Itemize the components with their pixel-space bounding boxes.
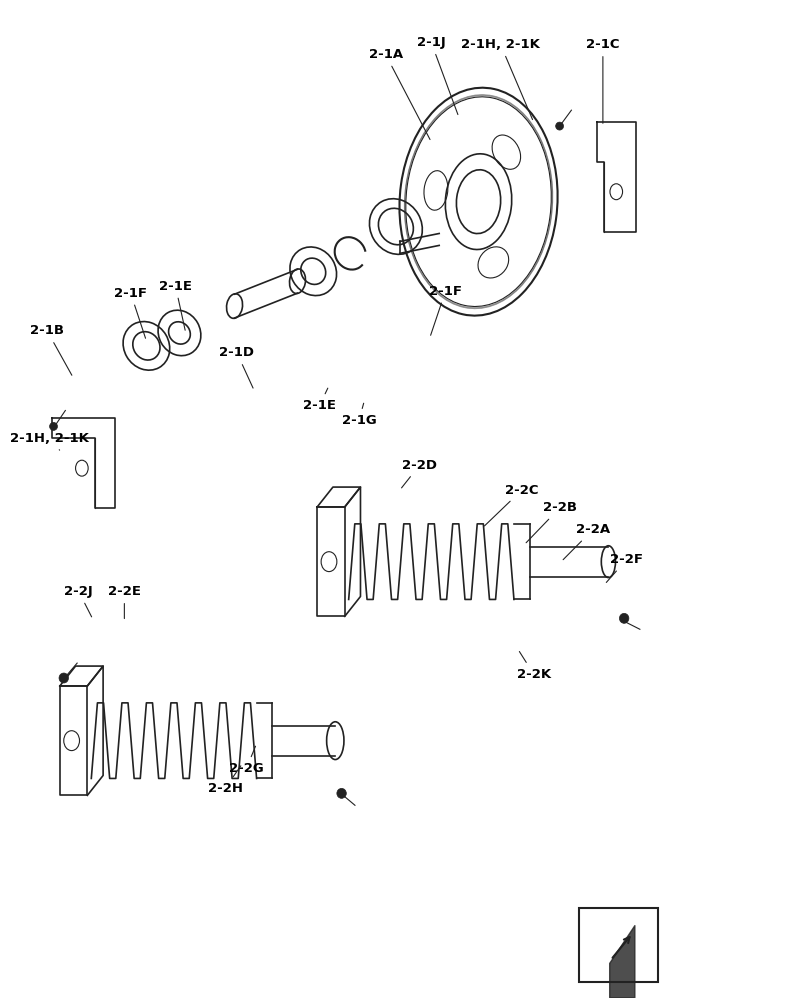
Ellipse shape xyxy=(555,122,563,130)
Text: 2-2B: 2-2B xyxy=(525,501,576,543)
Text: 2-1E: 2-1E xyxy=(303,388,336,412)
Text: 2-2J: 2-2J xyxy=(64,585,93,617)
Text: 2-1E: 2-1E xyxy=(159,280,192,330)
Text: 2-2G: 2-2G xyxy=(229,746,263,775)
Text: 2-1H, 2-1K: 2-1H, 2-1K xyxy=(461,38,540,120)
Text: 2-2D: 2-2D xyxy=(401,459,437,488)
Text: 2-2A: 2-2A xyxy=(562,523,609,560)
Text: 2-2E: 2-2E xyxy=(108,585,141,619)
Ellipse shape xyxy=(59,673,68,683)
Text: 2-2H: 2-2H xyxy=(207,766,243,795)
Text: 2-1B: 2-1B xyxy=(31,324,71,375)
Text: 2-2C: 2-2C xyxy=(484,484,538,526)
Text: 2-1F: 2-1F xyxy=(429,285,462,335)
Text: 2-1D: 2-1D xyxy=(219,346,254,388)
Text: 2-1F: 2-1F xyxy=(114,287,147,338)
Ellipse shape xyxy=(50,422,57,430)
Text: 2-1C: 2-1C xyxy=(585,38,619,123)
Ellipse shape xyxy=(618,613,628,623)
Text: 2-1G: 2-1G xyxy=(341,403,376,427)
Text: 2-2K: 2-2K xyxy=(516,652,550,681)
Text: 2-1A: 2-1A xyxy=(368,48,430,140)
Ellipse shape xyxy=(336,788,346,798)
Text: 2-1J: 2-1J xyxy=(417,36,458,115)
Text: 2-2F: 2-2F xyxy=(605,553,642,582)
Text: 2-1H, 2-1K: 2-1H, 2-1K xyxy=(10,432,89,450)
